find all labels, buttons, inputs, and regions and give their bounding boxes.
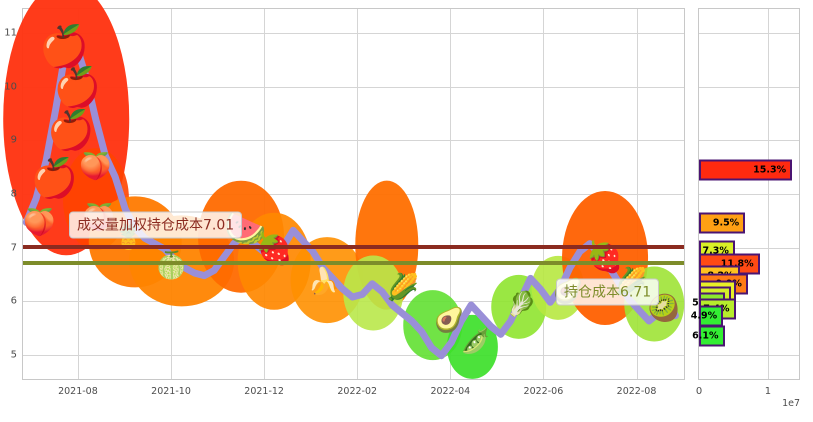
gridline-vertical xyxy=(767,9,769,379)
histogram-axis-exponent: 1e7 xyxy=(782,398,800,409)
gridline-horizontal xyxy=(699,140,799,142)
fruit-sprite-icon: 🥑 xyxy=(434,306,464,334)
x-axis-tick-label: 2021-12 xyxy=(244,386,284,397)
x-axis-tick-label: 2022-06 xyxy=(523,386,564,397)
gridline-vertical xyxy=(543,9,545,379)
price-line xyxy=(22,40,679,360)
fruit-sprite-icon: 🥬 xyxy=(506,289,537,318)
histogram-bar-label: 11.8% xyxy=(720,258,754,270)
gridline-horizontal xyxy=(23,140,684,142)
histogram-bar: 4.9% xyxy=(691,305,724,327)
reference-line-holding-cost xyxy=(23,261,684,266)
y-axis-tick-label: 7 xyxy=(10,242,17,254)
fruit-sprite-icon: 🍑 xyxy=(23,208,56,239)
y-axis-tick-label: 9 xyxy=(10,134,17,146)
histogram-bar-label: 9.5% xyxy=(712,217,740,229)
fruit-sprite-icon: 🫛 xyxy=(460,327,491,356)
x-axis-tick-label: 2022-08 xyxy=(616,386,657,397)
gridline-horizontal xyxy=(699,86,799,88)
annotation-volume-weighted-holding-cost: 成交量加权持仓成本7.01 xyxy=(69,211,243,239)
x-axis-tick-label: 2022-02 xyxy=(337,386,378,397)
price-polyline xyxy=(22,40,679,360)
annotation-holding-cost: 持仓成本6.71 xyxy=(556,278,660,306)
y-axis-tick-label: 5 xyxy=(10,349,17,361)
y-axis-tick-label: 10 xyxy=(4,81,17,93)
fruit-sprite-icon: 🍑 xyxy=(79,152,112,183)
fruit-sprite-icon: 🌽 xyxy=(386,272,420,303)
y-axis-tick-label: 6 xyxy=(10,295,17,307)
gridline-horizontal xyxy=(699,354,799,356)
gridline-horizontal xyxy=(23,354,684,356)
fruit-sprite-icon: 🍈 xyxy=(155,251,188,282)
x-axis-tick-label: 2021-08 xyxy=(58,386,98,397)
fruit-sprite-icon: 🍎 xyxy=(39,23,90,70)
gridline-vertical xyxy=(450,9,452,379)
histogram-bar-label: 6.1% xyxy=(692,330,719,342)
y-axis-tick-label: 11 xyxy=(4,27,17,39)
gridline-horizontal xyxy=(23,33,684,35)
fruit-sprite-icon: 🍎 xyxy=(53,64,101,109)
histogram-bar: 9.5% xyxy=(699,212,746,234)
histogram-bar: 6.1% xyxy=(692,325,725,347)
gridline-horizontal xyxy=(23,86,684,88)
histogram-bar-label: 15.3% xyxy=(753,164,787,176)
histogram-x-tick-label: 0 xyxy=(695,386,703,397)
gridline-horizontal xyxy=(699,33,799,35)
reference-line-volume-weighted-holding-cost xyxy=(23,245,684,250)
gridline-horizontal xyxy=(699,247,799,249)
gridline-horizontal xyxy=(23,194,684,195)
histogram-bar-label: 4.9% xyxy=(690,310,718,322)
histogram-bar: 15.3% xyxy=(699,159,793,181)
x-axis-tick-label: 2021-10 xyxy=(151,386,191,397)
y-axis-tick-label: 8 xyxy=(10,188,17,200)
fruit-sprite-icon: 🍌 xyxy=(307,267,340,298)
price-chart-panel[interactable]: 🍎🍎🍎🍎🍑🍑🍑🍍🍈🍉🍓🍌🌽🥑🫛🥬🥑🍓🌽🥝 成交量加权持仓成本7.01持仓成本6.… xyxy=(3,0,685,397)
fruit-sprite-icon: 🍎 xyxy=(46,107,95,152)
x-axis-tick-label: 2022-04 xyxy=(430,386,471,397)
gridline-vertical xyxy=(171,9,173,379)
fruit-sprite-icon: 🍓 xyxy=(255,232,294,268)
gridline-horizontal xyxy=(699,301,799,303)
volume-by-price-panel[interactable]: 15.3%9.5%7.3%11.8%8.2%9.9%7.4%6.4%5.1%7.… xyxy=(691,8,800,397)
gridline-horizontal xyxy=(699,194,799,195)
fruit-sprite-icon: 🍎 xyxy=(30,155,78,200)
histogram-x-tick-label: 1 xyxy=(764,386,772,397)
histogram-bar-label: 7.3% xyxy=(702,245,729,257)
